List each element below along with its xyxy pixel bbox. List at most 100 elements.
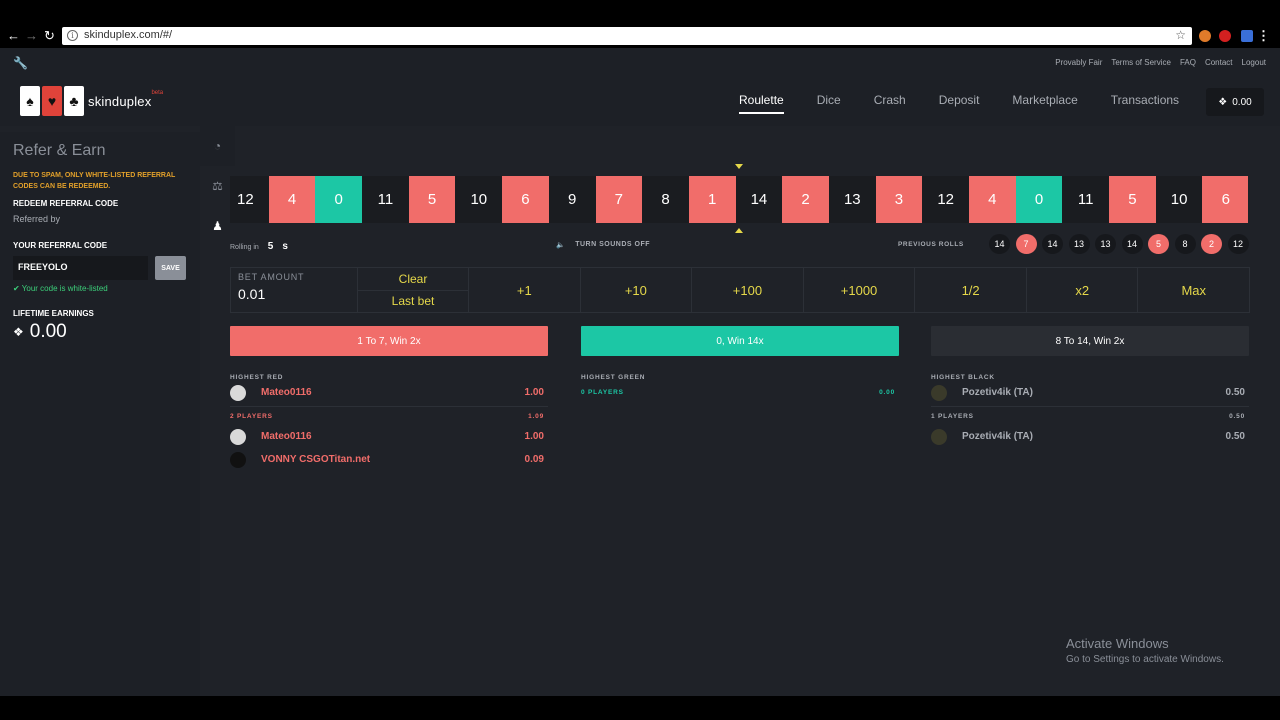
list-item: Pozetiv4ik (TA) 0.50: [931, 425, 1249, 448]
tab-referral[interactable]: ♟: [200, 206, 235, 246]
previous-rolls-label: PREVIOUS ROLLS: [898, 241, 964, 248]
sound-toggle[interactable]: 🔈 TURN SOUNDS OFF: [556, 241, 650, 249]
link-provably-fair[interactable]: Provably Fair: [1055, 58, 1103, 67]
whitelisted-text: Your code is white-listed: [21, 284, 108, 293]
players-summary: 0 PLAYERS 0.00: [581, 389, 899, 401]
adblock-extension-icon[interactable]: [1219, 30, 1231, 42]
nav-deposit[interactable]: Deposit: [938, 93, 980, 107]
previous-roll-chip: 2: [1201, 234, 1222, 254]
players-summary: 1 PLAYERS 0.50: [931, 413, 1249, 425]
player-amount: 1.00: [524, 431, 544, 442]
roulette-strip: 12 4 0 11 5 10 6 9 7 8 1 14 2 13 3 12 4 0 11 5 10 6: [230, 176, 1248, 223]
previous-roll-chip: 12: [1227, 234, 1249, 254]
previous-roll-chip: 5: [1148, 234, 1169, 254]
half-button[interactable]: 1/2: [915, 268, 1027, 312]
bookmark-star-icon[interactable]: ☆: [1175, 28, 1186, 42]
link-contact[interactable]: Contact: [1204, 58, 1233, 67]
players-total: 1.09: [528, 413, 544, 420]
black-bets-list: HIGHEST BLACK Pozetiv4ik (TA) 0.50 1 PLA…: [931, 374, 1249, 448]
bet-green-button[interactable]: 0, Win 14x: [581, 326, 899, 356]
referral-code-input[interactable]: FREEYOLO: [13, 256, 148, 280]
extension-icon[interactable]: [1241, 30, 1253, 42]
sound-label: TURN SOUNDS OFF: [575, 241, 650, 248]
logo[interactable]: ♠ ♥ ♣ skinduplex beta: [20, 86, 163, 116]
bet-controls: BET AMOUNT 0.01 Clear Last bet +1 +10 +1…: [230, 267, 1250, 313]
coin-icon: ❖: [13, 325, 24, 339]
players-count: 0 PLAYERS: [581, 389, 624, 396]
player-amount: 0.09: [524, 454, 544, 465]
player-name: Pozetiv4ik (TA): [962, 387, 1033, 398]
highest-black-header: HIGHEST BLACK: [931, 374, 995, 381]
list-item: Mateo0116 1.00: [230, 381, 548, 404]
player-name: Mateo0116: [261, 387, 312, 398]
player-amount: 0.50: [1225, 431, 1245, 442]
roll-marker-top: [735, 164, 743, 169]
double-button[interactable]: x2: [1027, 268, 1139, 312]
redeem-label: REDEEM REFERRAL CODE: [13, 199, 119, 208]
watermark-title: Activate Windows: [1066, 636, 1169, 651]
roulette-cell: 0: [1015, 176, 1063, 223]
roulette-cell: 11: [1062, 176, 1110, 223]
plus-1000-button[interactable]: +1000: [804, 268, 916, 312]
side-tabs: ◔ ⚖ ♟: [200, 126, 235, 246]
bet-amount-input[interactable]: 0.01: [238, 286, 266, 302]
avatar: [230, 451, 246, 468]
nav-dice[interactable]: Dice: [816, 93, 841, 107]
nav-roulette[interactable]: Roulette: [739, 93, 784, 114]
bet-black-button[interactable]: 8 To 14, Win 2x: [931, 326, 1249, 356]
player-amount: 0.50: [1225, 387, 1245, 398]
roulette-cell: 14: [735, 176, 783, 223]
heart-card-icon: ♥: [42, 86, 62, 116]
link-terms[interactable]: Terms of Service: [1111, 58, 1171, 67]
previous-roll-chip: 14: [989, 234, 1010, 254]
tab-stats[interactable]: ◔: [200, 126, 235, 166]
link-faq[interactable]: FAQ: [1179, 58, 1196, 67]
forward-icon[interactable]: →: [25, 28, 38, 43]
rolling-unit: s: [282, 241, 288, 252]
referral-sidebar: Refer & Earn DUE TO SPAM, ONLY WHITE-LIS…: [0, 132, 200, 696]
back-icon[interactable]: ←: [7, 28, 20, 43]
tab-fairness[interactable]: ⚖: [200, 166, 235, 206]
previous-rolls: 14 7 14 13 13 14 5 8 2 12: [989, 234, 1249, 254]
menu-icon[interactable]: ⋮: [1257, 28, 1270, 43]
check-circle-icon: ✔: [13, 284, 20, 293]
club-card-icon: ♣: [64, 86, 84, 116]
roulette-cell: 10: [1155, 176, 1203, 223]
plus-1-button[interactable]: +1: [469, 268, 581, 312]
player-name: VONNY CSGOTitan.net: [261, 454, 371, 465]
balance-box[interactable]: ❖ 0.00: [1206, 88, 1264, 116]
roulette-cell: 6: [1202, 176, 1248, 223]
address-bar[interactable]: i skinduplex.com/#/ ☆: [62, 27, 1192, 45]
logo-beta: beta: [151, 90, 164, 96]
extension-icon[interactable]: [1199, 30, 1211, 42]
lifetime-value: 0.00: [29, 321, 67, 342]
max-button[interactable]: Max: [1181, 282, 1207, 298]
reload-icon[interactable]: ↻: [44, 28, 55, 43]
nav-marketplace[interactable]: Marketplace: [1012, 93, 1078, 107]
roulette-cell: 3: [875, 176, 923, 223]
wrench-icon[interactable]: 🔧: [13, 56, 28, 70]
nav-transactions[interactable]: Transactions: [1110, 93, 1180, 107]
players-total: 0.50: [1229, 413, 1245, 420]
url-text: skinduplex.com/#/: [84, 29, 173, 41]
rolling-label: Rolling in: [230, 244, 259, 251]
info-icon[interactable]: i: [67, 30, 78, 41]
clear-button[interactable]: Clear: [358, 268, 468, 291]
player-amount: 1.00: [524, 387, 544, 398]
highest-green-header: HIGHEST GREEN: [581, 374, 646, 381]
save-button[interactable]: SAVE: [155, 256, 186, 280]
bet-amount-field[interactable]: BET AMOUNT 0.01: [231, 268, 358, 312]
plus-100-button[interactable]: +100: [692, 268, 804, 312]
avatar: [230, 428, 246, 445]
nav-crash[interactable]: Crash: [873, 93, 906, 107]
speaker-icon: 🔈: [556, 242, 566, 249]
highest-red-header: HIGHEST RED: [230, 374, 284, 381]
link-logout[interactable]: Logout: [1241, 58, 1266, 67]
last-bet-button[interactable]: Last bet: [391, 294, 435, 309]
coin-icon: ❖: [1218, 96, 1228, 108]
bet-red-button[interactable]: 1 To 7, Win 2x: [230, 326, 548, 356]
plus-10-button[interactable]: +10: [581, 268, 693, 312]
red-bets-list: HIGHEST RED Mateo0116 1.00 2 PLAYERS 1.0…: [230, 374, 548, 471]
previous-roll-chip: 8: [1174, 234, 1196, 254]
